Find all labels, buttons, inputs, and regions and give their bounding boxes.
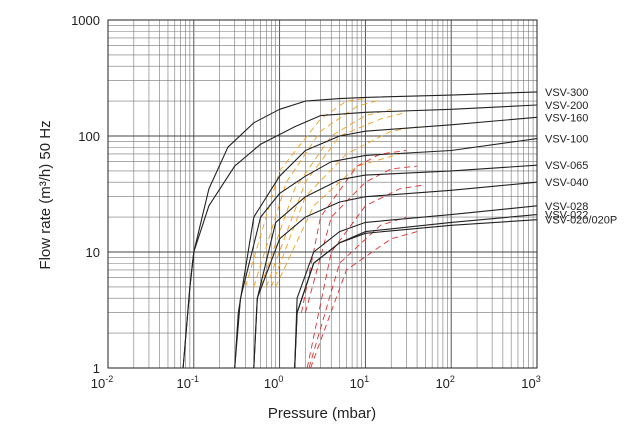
y-tick-label: 100 (78, 129, 100, 144)
y-tick-label: 1000 (71, 13, 100, 28)
series-label: VSV-160 (545, 112, 588, 124)
x-axis-title: Pressure (mbar) (268, 405, 376, 422)
chart-grid (107, 20, 537, 369)
dashed-curve (306, 184, 426, 369)
curve-vsv-200 (182, 104, 538, 369)
x-tick-label: 10-2 (91, 374, 113, 391)
x-tick-label: 102 (435, 374, 454, 391)
curve-vsv-040 (253, 181, 538, 369)
x-tick-label: 101 (350, 374, 369, 391)
dashed-curve (308, 216, 407, 369)
curve-vsv-020-020p (294, 219, 538, 369)
x-tick-label: 10-1 (177, 374, 199, 391)
y-axis-title: Flow rate (m³/h) 50 Hz (37, 120, 54, 269)
dashed-curve (245, 98, 366, 288)
series-label: VSV-028 (545, 201, 588, 213)
curve-vsv-100 (234, 138, 538, 369)
curve-vsv-065 (253, 164, 538, 369)
x-tick-labels: 10-2 10-1 100 101 102 103 (91, 374, 541, 391)
series-label: VSV-200 (545, 100, 588, 112)
pump-curves (182, 91, 538, 369)
series-label: VSV-040 (545, 177, 588, 189)
dashed-curves (245, 98, 426, 369)
dashed-curve (253, 99, 381, 288)
dashed-curve (310, 231, 418, 369)
x-tick-label: 103 (521, 374, 540, 391)
dashed-curve (275, 153, 400, 288)
dashed-curve (301, 150, 407, 313)
curve-vsv-028 (294, 205, 538, 369)
curve-vsv-300 (182, 91, 538, 369)
series-label: VSV-100 (545, 134, 588, 146)
series-label: VSV-020/020P (545, 215, 617, 227)
dashed-curve (265, 111, 407, 288)
series-label: VSV-300 (545, 87, 588, 99)
plot-frame (107, 19, 538, 369)
x-tick-label: 100 (264, 374, 283, 391)
dashed-curve (304, 165, 418, 313)
y-tick-label: 1 (93, 361, 100, 376)
y-tick-label: 10 (86, 245, 100, 260)
curve-vsv-160 (234, 116, 538, 369)
y-tick-labels: 1 10 100 1000 (71, 13, 100, 376)
series-label: VSV-065 (545, 160, 588, 172)
series-label: VSV-022 (545, 210, 588, 222)
